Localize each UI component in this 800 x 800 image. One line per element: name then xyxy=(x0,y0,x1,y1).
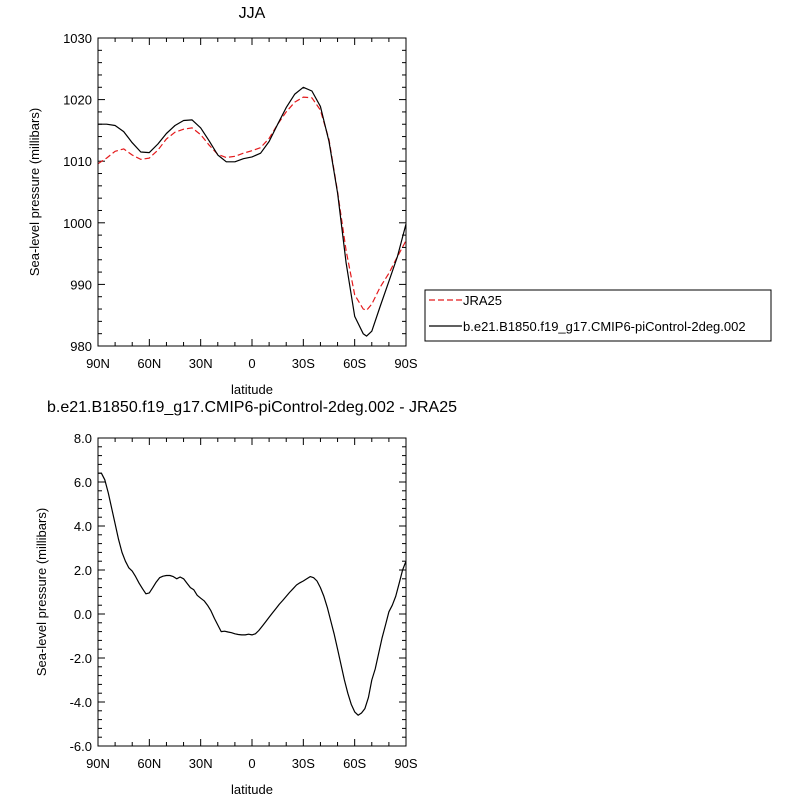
bottom-x-tick-label: 30N xyxy=(189,756,213,771)
bottom-x-tick-label: 60S xyxy=(343,756,366,771)
bottom-y-tick-label: 4.0 xyxy=(74,519,92,534)
legend-box xyxy=(424,289,772,342)
legend-label-model: b.e21.B1850.f19_g17.CMIP6-piControl-2deg… xyxy=(463,319,746,334)
bottom-x-tick-label: 90S xyxy=(394,756,417,771)
legend: JRA25 b.e21.B1850.f19_g17.CMIP6-piContro… xyxy=(424,289,772,342)
bottom-x-ticks: 90N 60N 30N 0 30S 60S 90S xyxy=(86,438,418,771)
top-x-tick-label: 30N xyxy=(189,356,213,371)
bottom-plot-lines xyxy=(98,472,407,716)
top-plot-frame xyxy=(97,37,407,347)
bottom-y-tick-label: -4.0 xyxy=(70,695,92,710)
top-series-line-1 xyxy=(98,86,407,337)
bottom-series-line-0 xyxy=(98,472,407,716)
top-y-ticks: 980 990 1000 1010 1020 1030 xyxy=(63,31,406,354)
top-x-tick-label: 60S xyxy=(343,356,366,371)
bottom-y-tick-label: 6.0 xyxy=(74,475,92,490)
top-y-tick-label: 980 xyxy=(70,339,92,354)
bottom-x-tick-label: 30S xyxy=(292,756,315,771)
bottom-y-axis-label: Sea-level pressure (millibars) xyxy=(34,508,49,676)
bottom-y-tick-label: -2.0 xyxy=(70,651,92,666)
bottom-x-tick-label: 60N xyxy=(137,756,161,771)
top-x-tick-label: 30S xyxy=(292,356,315,371)
bottom-chart-title: b.e21.B1850.f19_g17.CMIP6-piControl-2deg… xyxy=(47,399,457,416)
top-chart-title: JJA xyxy=(239,5,266,22)
top-x-ticks: 90N 60N 30N 0 30S 60S 90S xyxy=(86,38,418,371)
top-series-line-0 xyxy=(97,96,407,311)
top-y-tick-label: 990 xyxy=(70,277,92,292)
legend-label-jra25: JRA25 xyxy=(463,293,502,308)
panel-top-climatology: JJA 980 990 1000 1010 1020 1030 90N 60N 30N 0 30S… xyxy=(27,5,772,397)
top-y-tick-label: 1030 xyxy=(63,31,92,46)
top-x-tick-label: 90S xyxy=(394,356,417,371)
bottom-x-tick-label: 90N xyxy=(86,756,110,771)
bottom-y-ticks: -6.0 -4.0 -2.0 0.0 2.0 4.0 6.0 8.0 xyxy=(70,431,406,754)
top-x-tick-label: 0 xyxy=(248,356,255,371)
top-y-tick-label: 1000 xyxy=(63,216,92,231)
top-x-tick-label: 90N xyxy=(86,356,110,371)
bottom-y-tick-label: 8.0 xyxy=(74,431,92,446)
top-x-tick-label: 60N xyxy=(137,356,161,371)
top-y-tick-label: 1010 xyxy=(63,154,92,169)
bottom-x-axis-label: latitude xyxy=(231,782,273,797)
bottom-y-tick-label: 2.0 xyxy=(74,563,92,578)
panel-bottom-difference: b.e21.B1850.f19_g17.CMIP6-piControl-2deg… xyxy=(34,399,457,797)
top-x-axis-label: latitude xyxy=(231,382,273,397)
top-plot-lines xyxy=(97,86,407,337)
bottom-y-tick-label: 0.0 xyxy=(74,607,92,622)
top-y-tick-label: 1020 xyxy=(63,93,92,108)
bottom-x-tick-label: 0 xyxy=(248,756,255,771)
bottom-y-tick-label: -6.0 xyxy=(70,739,92,754)
top-y-axis-label: Sea-level pressure (millibars) xyxy=(27,108,42,276)
bottom-plot-frame xyxy=(97,437,407,747)
